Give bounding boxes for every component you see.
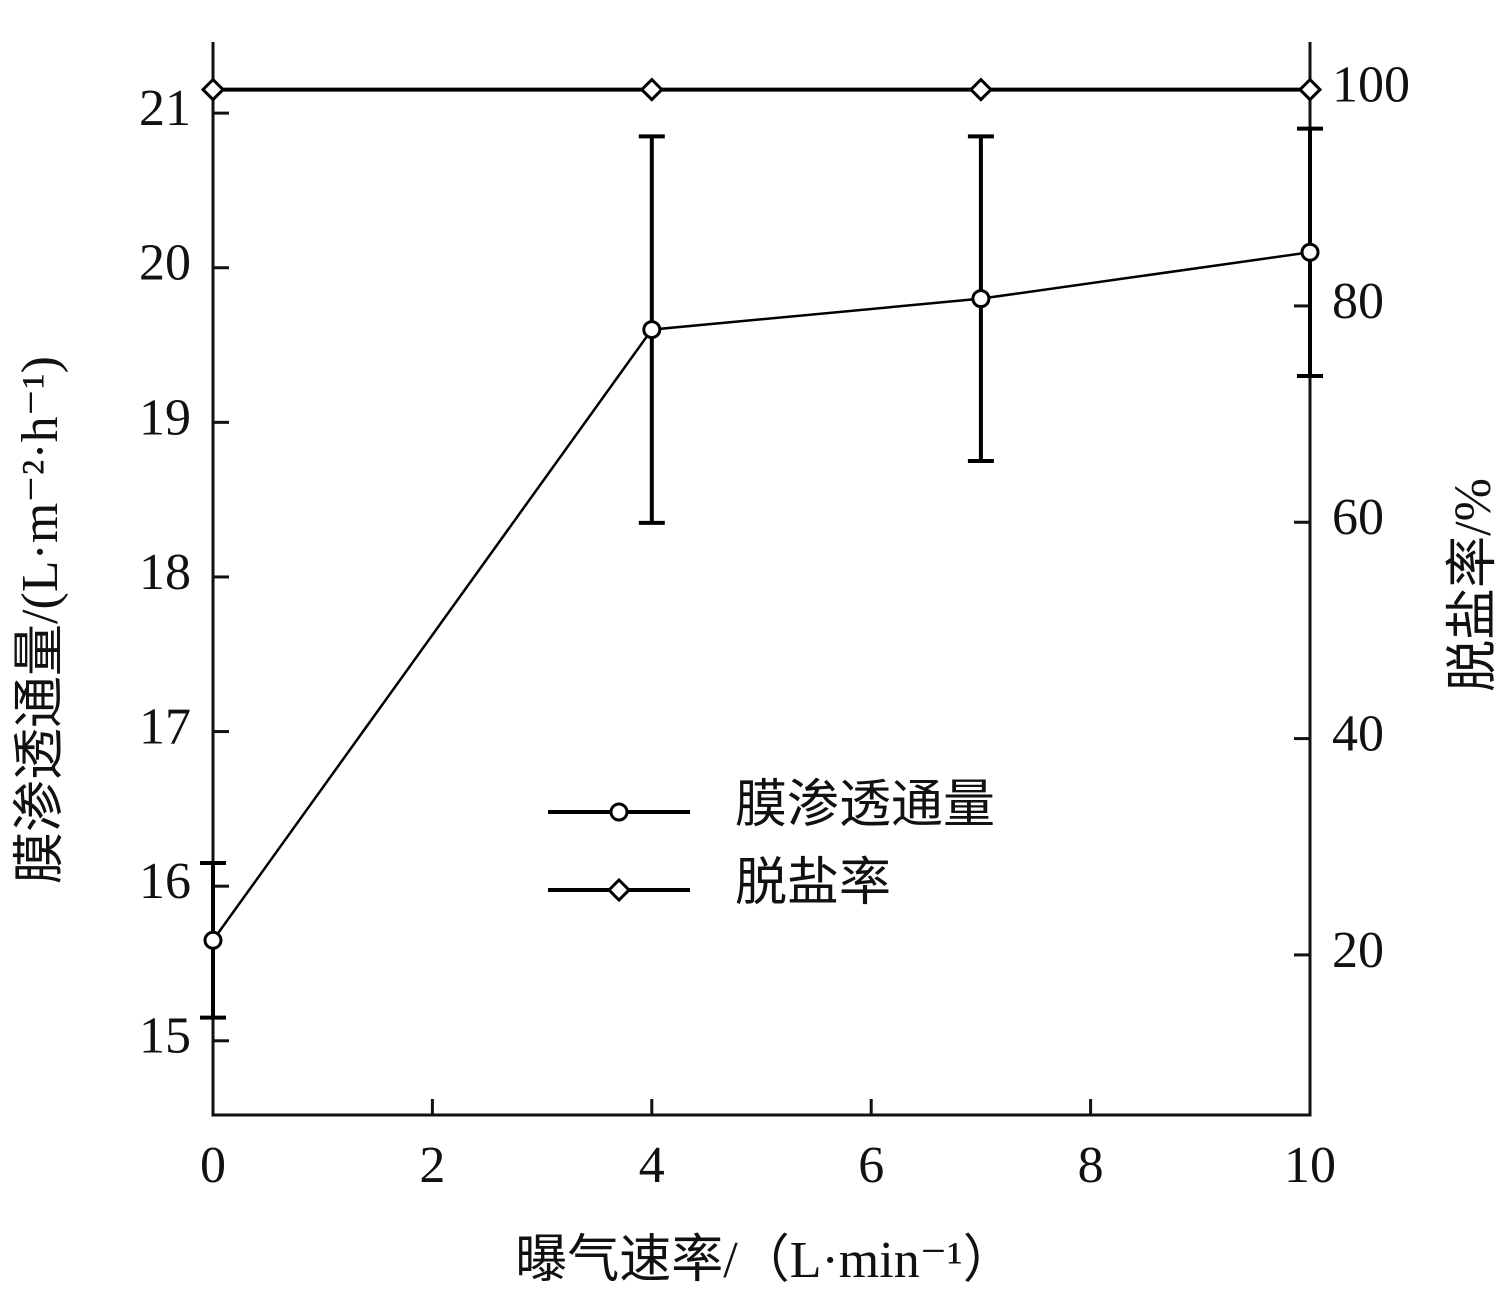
marker xyxy=(203,930,223,950)
series-line xyxy=(211,251,1311,942)
y-tick-label: 20 xyxy=(139,235,191,292)
y2-axis-label: 脱盐率/% xyxy=(1445,478,1502,692)
legend-marker xyxy=(606,877,632,903)
y-tick-label: 16 xyxy=(139,853,191,910)
y2-tick-label: 20 xyxy=(1332,922,1384,979)
x-tick-label: 0 xyxy=(200,1137,226,1194)
marker xyxy=(200,77,226,102)
y2-tick-label: 100 xyxy=(1332,57,1410,114)
y-tick-label: 18 xyxy=(139,544,191,601)
x-tick-label: 10 xyxy=(1284,1137,1336,1194)
y-tick-label: 15 xyxy=(139,1008,191,1065)
marker xyxy=(968,77,994,102)
y-tick-label: 19 xyxy=(139,389,191,446)
legend-marker xyxy=(609,802,629,822)
marker xyxy=(1300,242,1320,262)
legend-label: 脱盐率 xyxy=(735,855,891,912)
y2-tick-label: 60 xyxy=(1332,489,1384,546)
y2-tick-label: 40 xyxy=(1332,706,1384,763)
x-tick-label: 8 xyxy=(1078,1137,1104,1194)
y2-tick-label: 80 xyxy=(1332,273,1384,330)
x-tick-label: 4 xyxy=(639,1137,665,1194)
x-tick-label: 6 xyxy=(858,1137,884,1194)
x-axis-label: 曝气速率/（L·min⁻¹） xyxy=(515,1232,1014,1289)
marker xyxy=(639,77,664,102)
marker xyxy=(971,289,991,309)
y-tick-label: 17 xyxy=(139,699,191,756)
axes xyxy=(211,42,1312,1117)
y-axis-label: 膜渗透通量/(L·m⁻²·h⁻¹) xyxy=(12,356,69,884)
y-tick-label: 21 xyxy=(139,80,191,137)
marker xyxy=(1297,77,1323,102)
x-tick-label: 2 xyxy=(419,1137,445,1194)
legend-label: 膜渗透通量 xyxy=(735,777,995,834)
marker xyxy=(642,320,662,340)
